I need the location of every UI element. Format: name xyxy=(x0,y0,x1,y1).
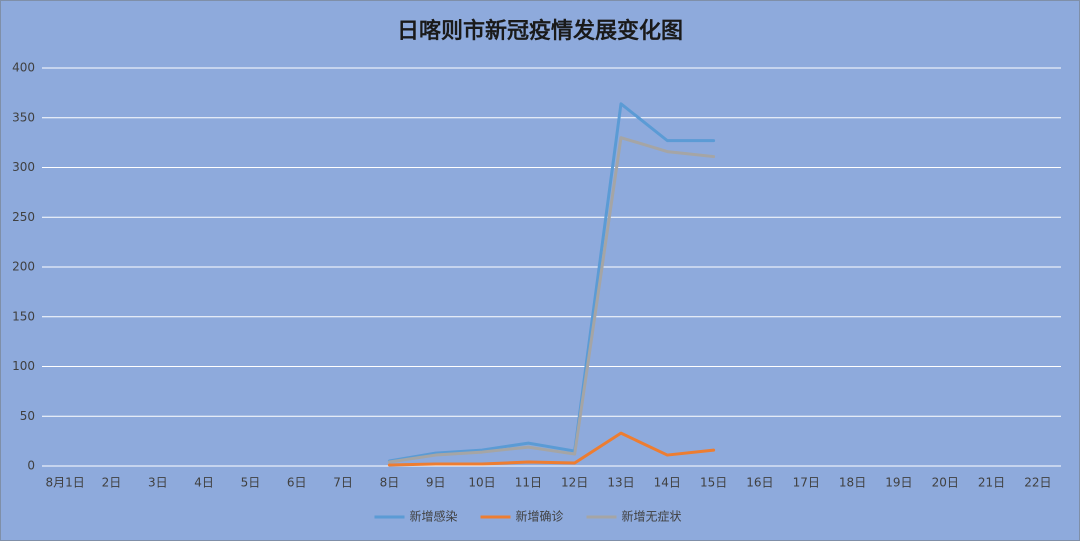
y-tick-label: 300 xyxy=(12,160,35,174)
y-tick-label: 350 xyxy=(12,110,35,124)
x-tick-label: 6日 xyxy=(287,476,307,490)
chart-title: 日喀则市新冠疫情发展变化图 xyxy=(397,18,683,44)
legend-label: 新增确诊 xyxy=(516,509,564,524)
x-tick-label: 8日 xyxy=(380,476,400,490)
y-tick-label: 50 xyxy=(20,409,35,423)
x-tick-label: 21日 xyxy=(978,476,1005,490)
x-tick-label: 13日 xyxy=(607,476,634,490)
x-tick-label: 4日 xyxy=(194,476,214,490)
series-line xyxy=(387,431,716,467)
y-tick-label: 200 xyxy=(12,260,35,274)
x-tick-label: 15日 xyxy=(700,476,727,490)
x-tick-label: 12日 xyxy=(561,476,588,490)
x-tick-label: 18日 xyxy=(839,476,866,490)
y-tick-label: 400 xyxy=(12,61,35,75)
x-tick-label: 10日 xyxy=(468,476,495,490)
legend-label: 新增感染 xyxy=(410,509,458,524)
x-tick-label: 17日 xyxy=(793,476,820,490)
y-tick-label: 100 xyxy=(12,359,35,373)
x-tick-label: 5日 xyxy=(241,476,261,490)
x-tick-label: 20日 xyxy=(932,476,959,490)
x-tick-label: 7日 xyxy=(333,476,353,490)
x-tick-label: 19日 xyxy=(885,476,912,490)
legend-label: 新增无症状 xyxy=(622,509,682,524)
x-tick-label: 9日 xyxy=(426,476,446,490)
x-tick-label: 2日 xyxy=(102,476,122,490)
x-tick-label: 8月1日 xyxy=(46,476,85,490)
x-tick-label: 3日 xyxy=(148,476,168,490)
y-tick-label: 150 xyxy=(12,309,35,323)
y-tick-label: 0 xyxy=(27,459,35,473)
y-tick-label: 250 xyxy=(12,210,35,224)
x-tick-label: 11日 xyxy=(515,476,542,490)
series-line xyxy=(387,102,716,463)
series-line xyxy=(387,136,716,464)
x-tick-label: 14日 xyxy=(654,476,681,490)
x-tick-label: 22日 xyxy=(1024,476,1051,490)
x-tick-label: 16日 xyxy=(746,476,773,490)
